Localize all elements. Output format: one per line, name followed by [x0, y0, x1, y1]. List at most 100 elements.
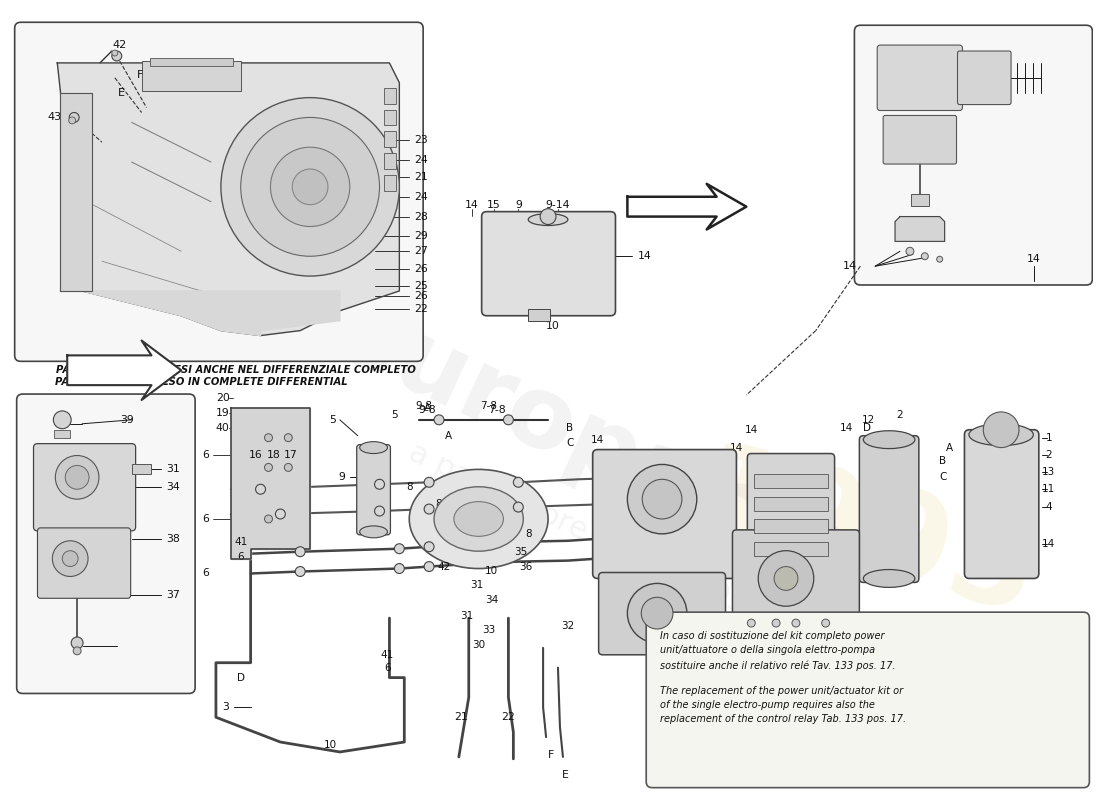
Text: a parts store since 1995: a parts store since 1995 [404, 438, 751, 620]
Bar [911, 194, 928, 206]
Text: 15: 15 [486, 200, 500, 210]
Text: 7-8: 7-8 [480, 401, 497, 411]
Text: 37: 37 [166, 590, 180, 600]
Bar [755, 474, 827, 488]
Text: 33: 33 [482, 625, 495, 635]
Bar [755, 497, 827, 511]
Circle shape [74, 647, 81, 654]
Text: 5: 5 [392, 410, 398, 420]
Circle shape [271, 147, 350, 226]
Text: The replacement of the power unit/actuator kit or
of the single electro-pump req: The replacement of the power unit/actuat… [660, 686, 906, 724]
Text: eeuroparts: eeuroparts [256, 254, 860, 605]
Text: C: C [566, 438, 573, 448]
Ellipse shape [360, 442, 387, 454]
Bar [142, 61, 241, 90]
Text: 14: 14 [637, 251, 651, 262]
Text: PARTS INCLUDED ALSO IN COMPLETE DIFFERENTIAL: PARTS INCLUDED ALSO IN COMPLETE DIFFEREN… [55, 377, 348, 387]
Text: 8: 8 [406, 482, 412, 492]
Ellipse shape [864, 570, 915, 587]
Circle shape [641, 598, 673, 629]
Circle shape [275, 509, 285, 519]
Circle shape [65, 466, 89, 490]
Text: 27: 27 [415, 246, 428, 256]
Text: In caso di sostituzione del kit completo power
unit/attuatore o della singola el: In caso di sostituzione del kit completo… [660, 631, 895, 670]
Polygon shape [57, 63, 399, 335]
FancyBboxPatch shape [356, 445, 390, 535]
Circle shape [774, 566, 798, 590]
Text: 6: 6 [202, 569, 209, 578]
Ellipse shape [864, 430, 915, 449]
FancyBboxPatch shape [733, 530, 859, 627]
Circle shape [792, 619, 800, 627]
Circle shape [540, 209, 556, 225]
Text: 7-8: 7-8 [487, 405, 505, 415]
Text: 39: 39 [120, 415, 133, 425]
Circle shape [983, 412, 1019, 447]
Text: 4: 4 [1045, 502, 1052, 512]
FancyBboxPatch shape [16, 394, 195, 694]
Text: 9: 9 [338, 472, 344, 482]
Circle shape [434, 415, 444, 425]
Text: PARTICOLARI COMPRESI ANCHE NEL DIFFERENZIALE COMPLETO: PARTICOLARI COMPRESI ANCHE NEL DIFFERENZ… [56, 366, 416, 375]
Text: 42: 42 [112, 40, 126, 50]
Polygon shape [895, 217, 945, 242]
Circle shape [395, 544, 405, 554]
Text: 26: 26 [415, 291, 428, 301]
Text: 7: 7 [634, 474, 640, 484]
Circle shape [375, 479, 385, 490]
Text: B: B [566, 422, 573, 433]
Circle shape [293, 169, 328, 205]
Text: 1: 1 [1045, 433, 1052, 442]
Text: 14: 14 [729, 552, 744, 562]
Text: 14: 14 [669, 643, 682, 653]
Circle shape [53, 541, 88, 577]
Circle shape [295, 566, 305, 577]
Text: 8: 8 [525, 529, 531, 539]
Circle shape [758, 550, 814, 606]
Circle shape [375, 506, 385, 516]
Text: 31: 31 [470, 580, 483, 590]
Circle shape [772, 619, 780, 627]
Circle shape [295, 546, 305, 557]
FancyBboxPatch shape [855, 26, 1092, 285]
Text: 20: 20 [216, 393, 230, 403]
FancyBboxPatch shape [877, 45, 962, 110]
Text: 40: 40 [216, 422, 230, 433]
Circle shape [937, 256, 943, 262]
Text: E: E [118, 88, 125, 98]
Circle shape [69, 113, 79, 122]
Bar [385, 175, 396, 191]
Circle shape [241, 118, 380, 256]
Text: 14: 14 [729, 442, 744, 453]
FancyBboxPatch shape [747, 454, 835, 566]
Text: 21: 21 [415, 172, 428, 182]
Text: 36: 36 [519, 562, 532, 571]
Circle shape [425, 542, 435, 552]
Text: 17: 17 [284, 450, 297, 459]
Text: 14: 14 [591, 434, 604, 445]
Circle shape [264, 515, 273, 523]
Circle shape [906, 247, 914, 255]
Text: 13: 13 [1042, 467, 1055, 478]
Text: A: A [446, 430, 452, 441]
Text: 41: 41 [381, 650, 394, 660]
Polygon shape [67, 341, 182, 400]
Text: 6: 6 [238, 552, 244, 562]
FancyBboxPatch shape [646, 612, 1089, 788]
Text: 14: 14 [465, 200, 478, 210]
Circle shape [264, 434, 273, 442]
Text: 22: 22 [415, 304, 428, 314]
Bar [385, 88, 396, 103]
FancyBboxPatch shape [965, 430, 1038, 578]
Circle shape [53, 411, 72, 429]
Circle shape [627, 465, 696, 534]
Text: 9: 9 [515, 200, 521, 210]
Bar [385, 153, 396, 169]
Ellipse shape [434, 486, 524, 551]
Circle shape [255, 484, 265, 494]
Text: 24: 24 [415, 192, 428, 202]
Text: 24: 24 [415, 155, 428, 165]
Text: 14: 14 [725, 504, 738, 514]
FancyBboxPatch shape [37, 528, 131, 598]
Bar [385, 131, 396, 147]
